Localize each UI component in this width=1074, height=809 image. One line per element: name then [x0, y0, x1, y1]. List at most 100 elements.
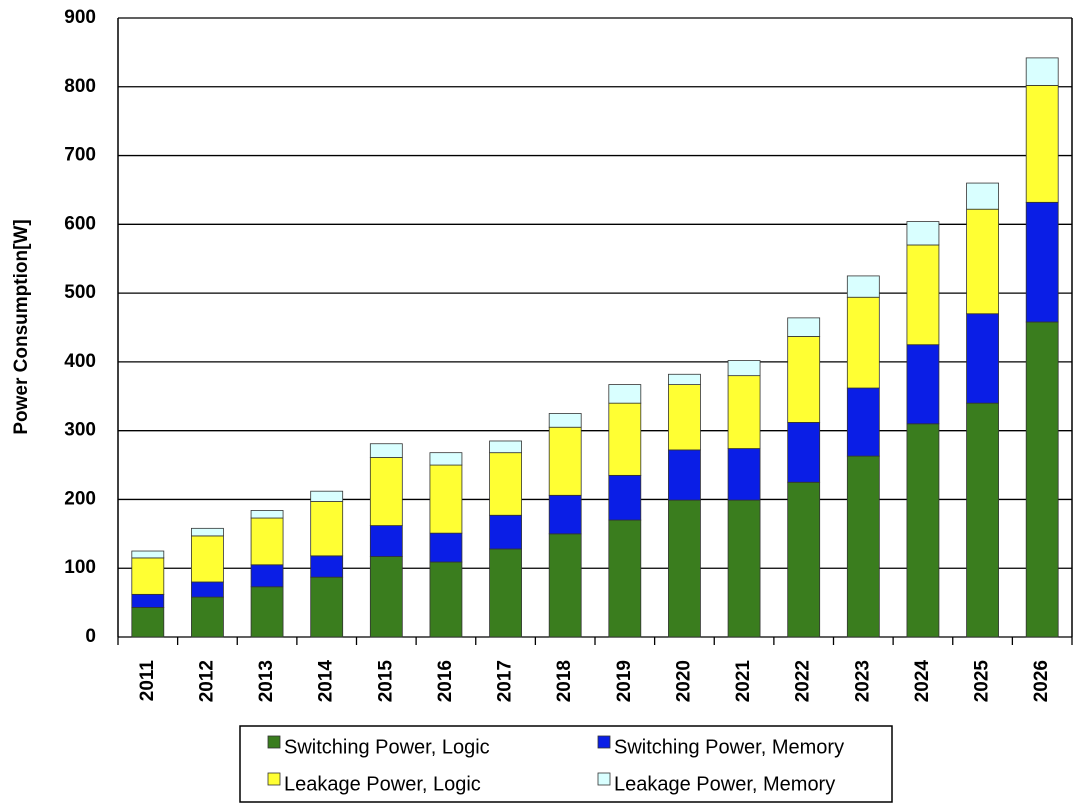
y-tick-label: 0	[85, 626, 96, 647]
y-tick-label: 300	[64, 420, 96, 441]
bar-segment	[369, 556, 403, 638]
bar-segment	[727, 360, 761, 377]
bar-segment	[489, 548, 522, 638]
bar-segment	[489, 452, 522, 516]
legend-swatch	[267, 772, 281, 786]
x-tick-label: 2023	[852, 660, 873, 702]
legend-label: Leakage Power, Logic	[284, 773, 481, 795]
bar-segment	[608, 384, 642, 404]
bar-segment	[250, 517, 284, 566]
bar-segment	[191, 581, 224, 598]
bar-segment	[787, 317, 821, 337]
bar-segment	[131, 593, 165, 608]
bar-segment	[131, 607, 165, 638]
y-tick-label: 100	[64, 557, 96, 578]
legend-label: Leakage Power, Memory	[614, 773, 835, 795]
bar-segment	[131, 557, 165, 595]
x-tick-label: 2013	[256, 660, 277, 702]
bar-segment	[548, 494, 582, 535]
x-tick-label: 2014	[316, 660, 337, 703]
bar-segment	[250, 564, 284, 588]
y-axis-label: Power Consumption[W]	[11, 219, 32, 434]
bar-segment	[608, 402, 642, 476]
x-tick-label: 2020	[673, 660, 694, 702]
y-tick-label: 500	[64, 282, 96, 303]
bar-segment	[846, 296, 880, 389]
x-tick-label: 2019	[614, 660, 635, 702]
bar-segment	[608, 519, 642, 638]
x-tick-label: 2025	[972, 660, 993, 703]
legend-swatch	[597, 735, 611, 749]
legend-swatch	[597, 772, 611, 786]
bar-segment	[668, 499, 701, 638]
x-tick-label: 2026	[1031, 660, 1052, 702]
bar-segment	[727, 448, 761, 501]
bar-segment	[727, 499, 761, 638]
bar-segment	[966, 182, 999, 210]
x-tick-label: 2012	[196, 660, 217, 702]
legend-box	[239, 725, 893, 803]
bar-segment	[1025, 85, 1059, 203]
bar-segment	[369, 443, 403, 458]
bar-segment	[846, 275, 880, 298]
x-tick-label: 2018	[554, 660, 575, 702]
x-tick-label: 2024	[912, 660, 933, 703]
bar-segment	[906, 244, 940, 346]
bar-segment	[548, 533, 582, 638]
bar-segment	[846, 455, 880, 638]
y-tick-label: 200	[64, 488, 96, 509]
bar-segment	[489, 440, 522, 454]
bar-segment	[310, 490, 344, 502]
bar-segment	[131, 550, 165, 559]
y-tick-label: 800	[64, 76, 96, 97]
y-tick-label: 600	[64, 213, 96, 234]
bar-segment	[429, 532, 463, 563]
x-tick-label: 2016	[435, 660, 456, 702]
bar-segment	[1025, 57, 1059, 86]
bar-segment	[310, 501, 344, 557]
bar-segment	[310, 576, 344, 638]
bar-segment	[727, 375, 761, 449]
bar-segment	[668, 449, 701, 501]
bar-segment	[668, 384, 701, 451]
x-tick-label: 2017	[495, 660, 516, 702]
bar-segment	[1025, 201, 1059, 323]
bar-segment	[906, 344, 940, 425]
bar-segment	[966, 402, 999, 638]
x-tick-label: 2011	[137, 660, 158, 702]
bar-segment	[429, 452, 463, 466]
bar-segment	[1025, 321, 1059, 638]
bar-segment	[787, 422, 821, 483]
bar-segment	[369, 525, 403, 557]
y-tick-label: 400	[64, 351, 96, 372]
bar-segment	[310, 555, 344, 578]
x-tick-label: 2022	[793, 660, 814, 702]
bar-segment	[966, 208, 999, 315]
y-tick-label: 900	[64, 7, 96, 28]
x-tick-label: 2015	[375, 660, 396, 703]
y-tick-label: 700	[64, 145, 96, 166]
bar-segment	[787, 336, 821, 423]
bar-segment	[966, 313, 999, 404]
bar-segment	[191, 596, 224, 638]
bar-segment	[369, 457, 403, 526]
bar-segment	[787, 481, 821, 638]
bar-segment	[608, 474, 642, 521]
bar-segment	[846, 387, 880, 457]
bar-segment	[548, 413, 582, 428]
bar-segment	[429, 561, 463, 638]
bar-segment	[906, 423, 940, 638]
bar-segment	[250, 586, 284, 638]
bar-segment	[191, 535, 224, 583]
bar-segment	[906, 221, 940, 246]
legend-swatch	[267, 735, 281, 749]
legend-label: Switching Power, Logic	[284, 736, 490, 758]
x-tick-label: 2021	[733, 660, 754, 703]
bar-segment	[548, 426, 582, 496]
bar-segment	[250, 510, 284, 519]
bar-segment	[429, 464, 463, 534]
legend-label: Switching Power, Memory	[614, 736, 844, 758]
bar-segment	[191, 527, 224, 537]
bar-segment	[489, 514, 522, 550]
